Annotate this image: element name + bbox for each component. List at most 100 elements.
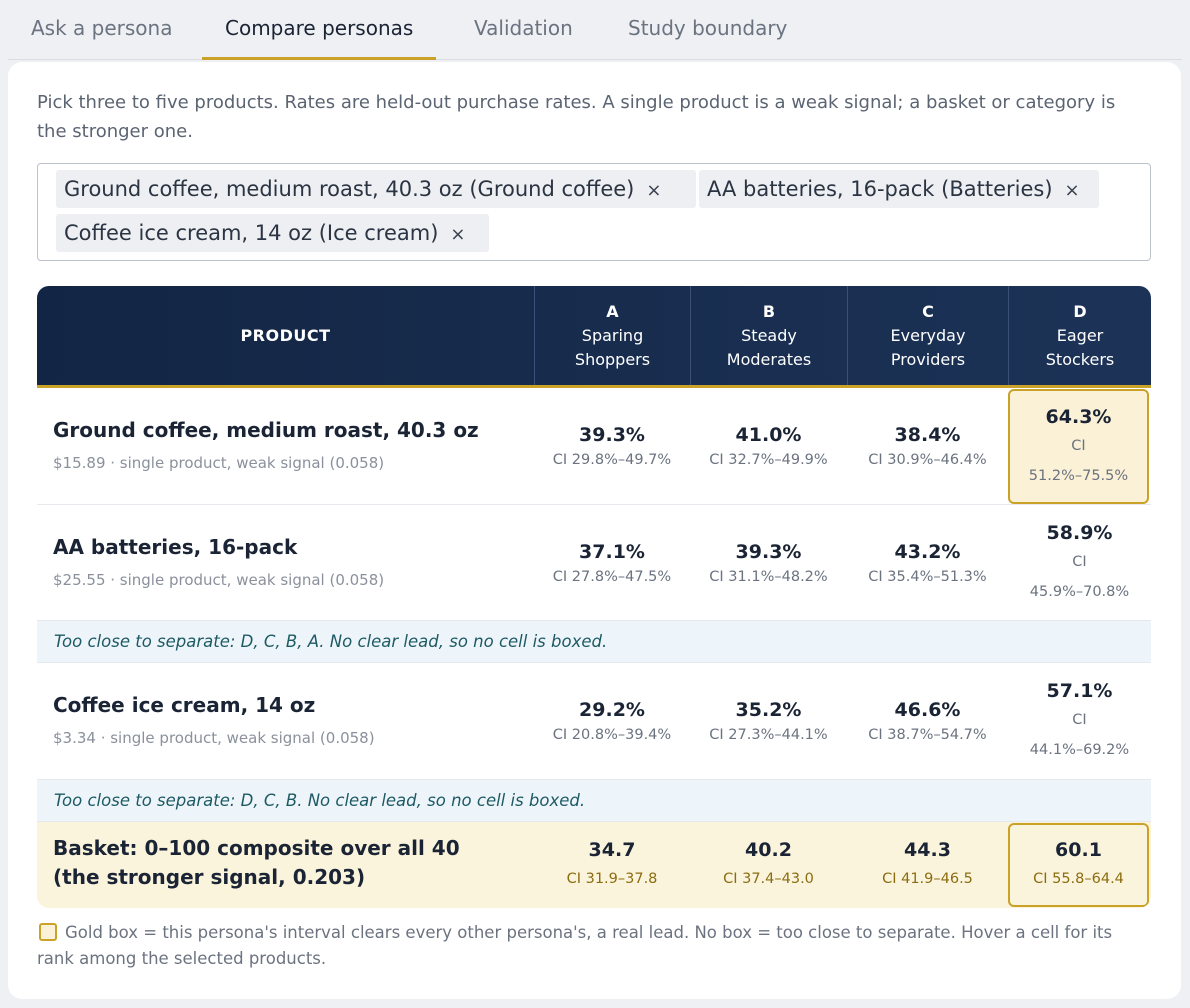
rate-ci: CI 27.3%–44.1% [709, 727, 828, 743]
rate-cell[interactable]: 37.1% CI 27.8%–47.5% [534, 505, 690, 620]
product-name: Coffee ice cream, 14 oz [53, 693, 316, 717]
table-header: PRODUCT A Sparing Shoppers B Steady Mode… [37, 286, 1151, 388]
persona-name-line: Providers [890, 349, 966, 369]
rate-cell[interactable]: 57.1% CI 44.1%–69.2% [1008, 663, 1151, 779]
product-subtitle: $15.89 · single product, weak signal (0.… [53, 454, 385, 472]
rate-value: 35.2% [735, 699, 802, 721]
rate-ci: CI 20.8%–39.4% [552, 727, 672, 743]
tab-ask-a-persona[interactable]: Ask a persona [31, 16, 173, 40]
basket-value: 60.1 [1055, 839, 1102, 861]
tab-validation[interactable]: Validation [474, 16, 573, 40]
basket-ci: CI 41.9–46.5 [882, 871, 973, 887]
table-row: Coffee ice cream, 14 oz $3.34 · single p… [37, 663, 1151, 780]
rate-ci: CI 38.7%–54.7% [868, 727, 987, 743]
rate-cell[interactable]: 35.2% CI 27.3%–44.1% [690, 663, 847, 779]
product-name: Ground coffee, medium roast, 40.3 oz [53, 418, 479, 442]
legend: Gold box = this persona's interval clear… [37, 920, 1137, 972]
persona-letter: A [606, 301, 619, 321]
product-picker[interactable]: Ground coffee, medium roast, 40.3 oz (Gr… [37, 163, 1151, 261]
basket-cell[interactable]: 40.2 CI 37.4–43.0 [690, 822, 847, 908]
rate-ci: CI 32.7%–49.9% [709, 452, 828, 468]
rate-ci-range: 44.1%–69.2% [1029, 742, 1130, 758]
chip-label: AA batteries, 16-pack (Batteries) [707, 177, 1053, 201]
basket-cell[interactable]: 44.3 CI 41.9–46.5 [847, 822, 1008, 908]
product-name: AA batteries, 16-pack [53, 535, 298, 559]
rate-cell[interactable]: 43.2% CI 35.4%–51.3% [847, 505, 1008, 620]
table-row: AA batteries, 16-pack $25.55 · single pr… [37, 505, 1151, 621]
product-column-header: PRODUCT [240, 325, 331, 345]
compare-card: Pick three to five products. Rates are h… [8, 62, 1181, 999]
rate-ci: CI 29.8%–49.7% [552, 452, 672, 468]
basket-value: 40.2 [745, 839, 792, 861]
remove-chip-icon[interactable]: × [1064, 180, 1080, 201]
rate-ci-label: CI [1072, 712, 1087, 728]
basket-row: Basket: 0–100 composite over all 40 (the… [37, 822, 1151, 908]
legend-text: Gold box = this persona's interval clear… [37, 923, 1113, 968]
rate-cell[interactable]: 39.3% CI 29.8%–49.7% [534, 388, 690, 504]
rate-value: 57.1% [1046, 680, 1113, 702]
basket-cell[interactable]: 34.7 CI 31.9–37.8 [534, 822, 690, 908]
basket-ci: CI 37.4–43.0 [723, 871, 814, 887]
rate-ci: CI 30.9%–46.4% [868, 452, 987, 468]
rate-value: 29.2% [579, 699, 645, 721]
rate-cell-lead[interactable]: 64.3% CI 51.2%–75.5% [1008, 389, 1149, 504]
persona-header-b: B Steady Moderates [690, 286, 847, 385]
persona-header-c: C Everyday Providers [847, 286, 1008, 385]
persona-name-line: Sparing [581, 325, 644, 345]
rate-value: 39.3% [735, 540, 802, 563]
remove-chip-icon[interactable]: × [450, 224, 466, 245]
persona-header-a: A Sparing Shoppers [534, 286, 690, 385]
basket-value: 44.3 [904, 839, 951, 861]
persona-name-line: Moderates [726, 349, 812, 369]
basket-name: Basket: 0–100 composite over all 40 (the… [53, 836, 460, 889]
rate-value: 39.3% [579, 424, 645, 446]
rate-value: 41.0% [735, 424, 802, 446]
chip-label: Ground coffee, medium roast, 40.3 oz (Gr… [64, 177, 635, 201]
separation-note: Too close to separate: D, C, B, A. No cl… [37, 621, 1151, 663]
product-subtitle: $3.34 · single product, weak signal (0.0… [53, 729, 375, 747]
product-subtitle: $25.55 · single product, weak signal (0.… [53, 571, 385, 589]
tab-study-boundary[interactable]: Study boundary [628, 16, 788, 40]
rate-ci-label: CI [1071, 437, 1086, 454]
rate-value: 64.3% [1045, 405, 1112, 428]
chip-label: Coffee ice cream, 14 oz (Ice cream) [64, 221, 439, 245]
rate-value: 46.6% [894, 699, 961, 721]
gold-box-swatch-icon [39, 923, 57, 941]
rate-ci: CI 35.4%–51.3% [868, 568, 987, 585]
persona-letter: C [922, 301, 934, 321]
product-chip: AA batteries, 16-pack (Batteries) × [699, 170, 1099, 208]
tab-compare-personas[interactable]: Compare personas [202, 0, 437, 60]
separation-note: Too close to separate: D, C, B. No clear… [37, 780, 1151, 822]
rate-value: 43.2% [894, 540, 961, 563]
intro-text: Pick three to five products. Rates are h… [37, 92, 1116, 142]
product-chip: Ground coffee, medium roast, 40.3 oz (Gr… [56, 170, 696, 208]
rate-ci-range: 51.2%–75.5% [1028, 467, 1129, 484]
rate-cell[interactable]: 41.0% CI 32.7%–49.9% [690, 388, 847, 504]
rate-ci-range: 45.9%–70.8% [1029, 583, 1130, 600]
persona-name-line: Eager [1056, 325, 1104, 345]
basket-ci: CI 55.8–64.4 [1033, 871, 1124, 887]
product-chip: Coffee ice cream, 14 oz (Ice cream) × [56, 214, 489, 252]
basket-value: 34.7 [588, 839, 636, 861]
rate-cell[interactable]: 58.9% CI 45.9%–70.8% [1008, 505, 1151, 620]
basket-ci: CI 31.9–37.8 [566, 871, 658, 887]
persona-name-line: Everyday [890, 325, 966, 345]
persona-header-d: D Eager Stockers [1008, 286, 1151, 385]
rate-cell[interactable]: 29.2% CI 20.8%–39.4% [534, 663, 690, 779]
rate-value: 37.1% [579, 540, 645, 563]
remove-chip-icon[interactable]: × [646, 180, 662, 201]
table-row: Ground coffee, medium roast, 40.3 oz $15… [37, 388, 1151, 505]
rate-ci: CI 27.8%–47.5% [552, 568, 672, 585]
rate-cell[interactable]: 46.6% CI 38.7%–54.7% [847, 663, 1008, 779]
basket-cell-lead[interactable]: 60.1 CI 55.8–64.4 [1008, 823, 1149, 907]
rate-ci-label: CI [1072, 553, 1087, 570]
persona-name-line: Shoppers [574, 349, 651, 369]
persona-letter: D [1073, 301, 1087, 321]
rate-cell[interactable]: 39.3% CI 31.1%–48.2% [690, 505, 847, 620]
persona-name-line: Steady [741, 325, 797, 345]
persona-letter: B [762, 301, 776, 321]
rate-value: 38.4% [894, 424, 961, 446]
rate-value: 58.9% [1046, 521, 1113, 544]
rate-ci: CI 31.1%–48.2% [709, 568, 828, 585]
rate-cell[interactable]: 38.4% CI 30.9%–46.4% [847, 388, 1008, 504]
